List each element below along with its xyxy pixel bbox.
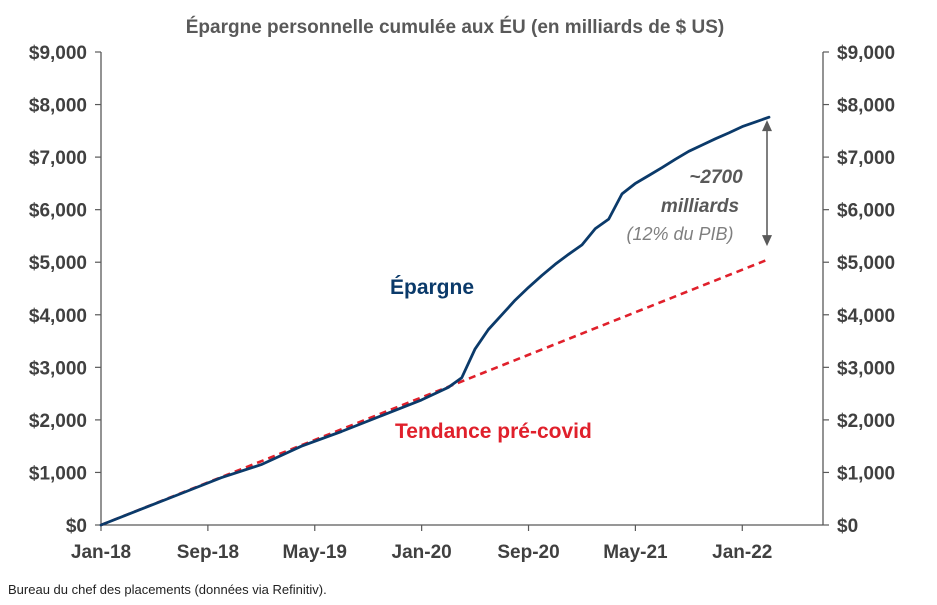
- y-tick-label-left: $6,000: [29, 201, 87, 222]
- annotation-arrowhead-top: [762, 120, 772, 132]
- x-tick-label: Jan-18: [71, 542, 131, 563]
- y-tick-label-left: $4,000: [29, 306, 87, 327]
- y-tick-label-right: $4,000: [837, 306, 895, 327]
- y-tick-label-right: $1,000: [837, 463, 895, 484]
- y-tick-label-left: $2,000: [29, 411, 87, 432]
- annotation-arrowhead-bottom: [762, 235, 772, 247]
- x-tick-label: May-19: [283, 542, 347, 563]
- series-line-savings: [99, 115, 771, 527]
- x-axis: Jan-18 Sep-18 May-19 Jan-20 Sep-20 May-21 Jan-…: [71, 525, 772, 563]
- annotation-amount: ~2700: [689, 167, 743, 188]
- axes: [100, 52, 824, 526]
- y-tick-label-left: $7,000: [29, 148, 87, 169]
- y-tick-label-left: $1,000: [29, 463, 87, 484]
- y-tick-label-left: $9,000: [29, 43, 87, 64]
- x-tick-label: Sep-20: [497, 542, 559, 563]
- gap-annotation: ~2700 milliards (12% du PIB): [626, 120, 772, 247]
- annotation-unit: milliards: [661, 196, 739, 217]
- y-tick-label-left: $5,000: [29, 253, 87, 274]
- annotation-gdp-share: (12% du PIB): [626, 224, 733, 244]
- x-tick-label: Jan-20: [392, 542, 452, 563]
- y-tick-label-right: $9,000: [837, 43, 895, 64]
- y-axis-left: $0 $1,000 $2,000 $3,000 $4,000 $5,000 $6,000 $7…: [29, 43, 101, 537]
- y-axis-right: $0 $1,000 $2,000 $3,000 $4,000 $5,000 $6,000 $7…: [823, 43, 895, 537]
- y-tick-label-right: $7,000: [837, 148, 895, 169]
- chart: Épargne personnelle cumulée aux ÉU (en m…: [29, 16, 895, 563]
- y-tick-label-right: $8,000: [837, 96, 895, 117]
- y-tick-label-left: $8,000: [29, 96, 87, 117]
- y-tick-label-left: $3,000: [29, 358, 87, 379]
- y-tick-label-right: $3,000: [837, 358, 895, 379]
- series-label-savings: Épargne: [390, 276, 474, 299]
- series-label-trend: Tendance pré-covid: [395, 420, 592, 443]
- chart-title: Épargne personnelle cumulée aux ÉU (en m…: [186, 16, 725, 38]
- source-note: Bureau du chef des placements (données v…: [8, 582, 327, 597]
- y-tick-label-right: $2,000: [837, 411, 895, 432]
- y-tick-label-left: $0: [66, 516, 87, 537]
- series-layer: [99, 115, 771, 527]
- x-tick-label: May-21: [603, 542, 668, 563]
- x-tick-label: Sep-18: [177, 542, 239, 563]
- y-tick-label-right: $6,000: [837, 201, 895, 222]
- x-tick-label: Jan-22: [712, 542, 772, 563]
- y-tick-label-right: $0: [837, 516, 858, 537]
- y-tick-label-right: $5,000: [837, 253, 895, 274]
